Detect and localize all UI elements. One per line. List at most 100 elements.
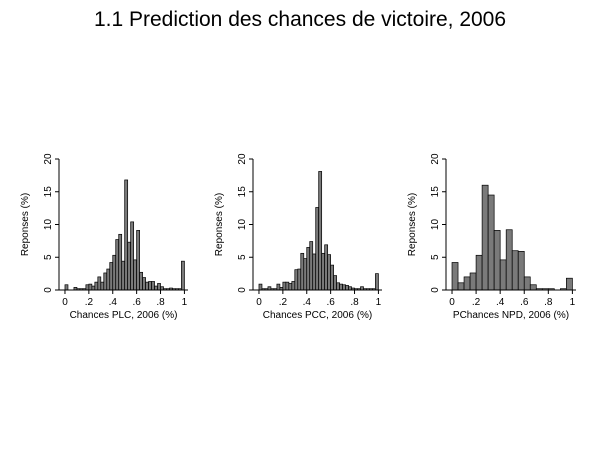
- y-tick-label: 20: [237, 153, 248, 165]
- histogram-bar: [511, 250, 519, 291]
- histogram-bar: [127, 241, 132, 291]
- histogram-bar: [566, 277, 573, 291]
- histogram-bar: [297, 268, 302, 291]
- histogram-bar: [487, 194, 495, 291]
- x-axis-title: PChances NPD, 2006 (%): [453, 310, 569, 321]
- histogram-bar: [94, 281, 99, 291]
- x-tick-label: 0: [256, 297, 262, 308]
- x-axis-title: Chances PLC, 2006 (%): [70, 310, 178, 321]
- histogram-bar: [100, 281, 105, 291]
- histogram-bar: [258, 283, 263, 291]
- histogram-bar: [318, 171, 323, 291]
- histogram-bar: [136, 230, 140, 291]
- x-tick-label: 0: [449, 297, 455, 308]
- histogram-bar: [303, 258, 308, 291]
- y-tick-label: 20: [430, 153, 441, 165]
- x-tick-label: .4: [496, 297, 505, 308]
- y-axis-title: Reponses (%): [20, 193, 31, 256]
- histogram-bar: [282, 281, 287, 291]
- y-tick-label: 10: [43, 219, 54, 231]
- y-tick-label: 15: [237, 186, 248, 198]
- histogram-bar: [91, 285, 96, 291]
- histogram-bar: [339, 283, 343, 291]
- histogram-bar: [181, 260, 185, 291]
- figure-title: 1.1 Prediction des chances de victoire, …: [93, 8, 507, 31]
- histogram-bar: [151, 281, 155, 291]
- histogram-bar: [121, 260, 126, 291]
- x-tick-label: .6: [326, 297, 335, 308]
- histogram-bar: [315, 207, 320, 291]
- y-tick-label: 10: [237, 219, 248, 231]
- y-tick-label: 15: [430, 186, 441, 198]
- histogram-bar: [145, 281, 149, 291]
- histogram-bar: [345, 285, 349, 291]
- x-tick-label: .4: [303, 297, 312, 308]
- y-tick-label: 5: [430, 254, 441, 260]
- histogram-bar: [148, 281, 152, 291]
- histogram-bar: [97, 276, 102, 291]
- y-tick-label: 15: [43, 186, 54, 198]
- chart-panel-1: 0 5 10 15 20 0 .2 .4 .6 .8 1 Chances PLC, 2006 (%) R…: [20, 153, 188, 321]
- histogram-bar: [457, 282, 465, 291]
- histogram-bar: [118, 233, 123, 291]
- histogram-bar: [288, 283, 293, 291]
- histogram-bar: [291, 281, 296, 291]
- histogram-bar: [336, 282, 340, 291]
- histogram-bar: [115, 239, 120, 291]
- histogram-bar: [475, 254, 483, 291]
- x-tick-label: .2: [472, 297, 481, 308]
- histogram-bar: [309, 241, 314, 291]
- x-tick-label: .6: [132, 297, 141, 308]
- x-tick-label: 1: [570, 297, 576, 308]
- histogram-bar: [154, 285, 158, 291]
- histogram-bar: [106, 268, 111, 291]
- histogram-bar: [88, 283, 93, 291]
- histogram-bar: [523, 276, 531, 291]
- histogram-bar: [499, 259, 507, 291]
- histogram-bar: [103, 272, 108, 291]
- histogram-bar: [276, 283, 281, 291]
- y-axis-title: Reponses (%): [214, 193, 225, 256]
- x-tick-label: .4: [109, 297, 118, 308]
- histogram-bar: [85, 284, 90, 291]
- histogram-bar: [285, 281, 290, 291]
- y-tick-label: 20: [43, 153, 54, 165]
- y-tick-label: 0: [43, 287, 54, 293]
- histogram-bar: [529, 284, 537, 291]
- histogram-bar: [517, 251, 525, 291]
- y-axis-title: Reponses (%): [407, 193, 418, 256]
- y-tick-label: 10: [430, 219, 441, 231]
- histogram-bar: [375, 273, 379, 291]
- histogram-bar: [142, 277, 146, 291]
- histogram-bar: [469, 272, 477, 291]
- histogram-bar: [481, 184, 489, 291]
- histogram-bar: [306, 247, 311, 291]
- y-tick-label: 0: [430, 287, 441, 293]
- histogram-bar: [133, 259, 137, 291]
- x-tick-label: .6: [520, 297, 529, 308]
- histogram-bar: [312, 253, 317, 291]
- histogram-bar: [124, 179, 129, 291]
- y-tick-label: 5: [43, 254, 54, 260]
- x-tick-label: .8: [544, 297, 553, 308]
- y-tick-label: 5: [237, 254, 248, 260]
- x-axis-title: Chances PCC, 2006 (%): [263, 310, 373, 321]
- x-tick-label: .8: [156, 297, 165, 308]
- x-tick-label: 0: [62, 297, 68, 308]
- histogram-bar: [493, 230, 501, 291]
- histogram-bar: [294, 269, 299, 291]
- histogram-bar: [333, 275, 337, 291]
- histogram-bar: [109, 262, 114, 291]
- histogram-bar: [330, 264, 334, 291]
- histogram-bar: [505, 229, 513, 291]
- histogram-bar: [64, 284, 69, 291]
- histogram-bar: [342, 284, 346, 291]
- histogram-bar: [463, 276, 471, 291]
- histogram-bar: [327, 254, 331, 291]
- histogram-bar: [451, 262, 459, 291]
- histogram-bar: [130, 221, 135, 291]
- x-tick-label: 1: [182, 297, 188, 308]
